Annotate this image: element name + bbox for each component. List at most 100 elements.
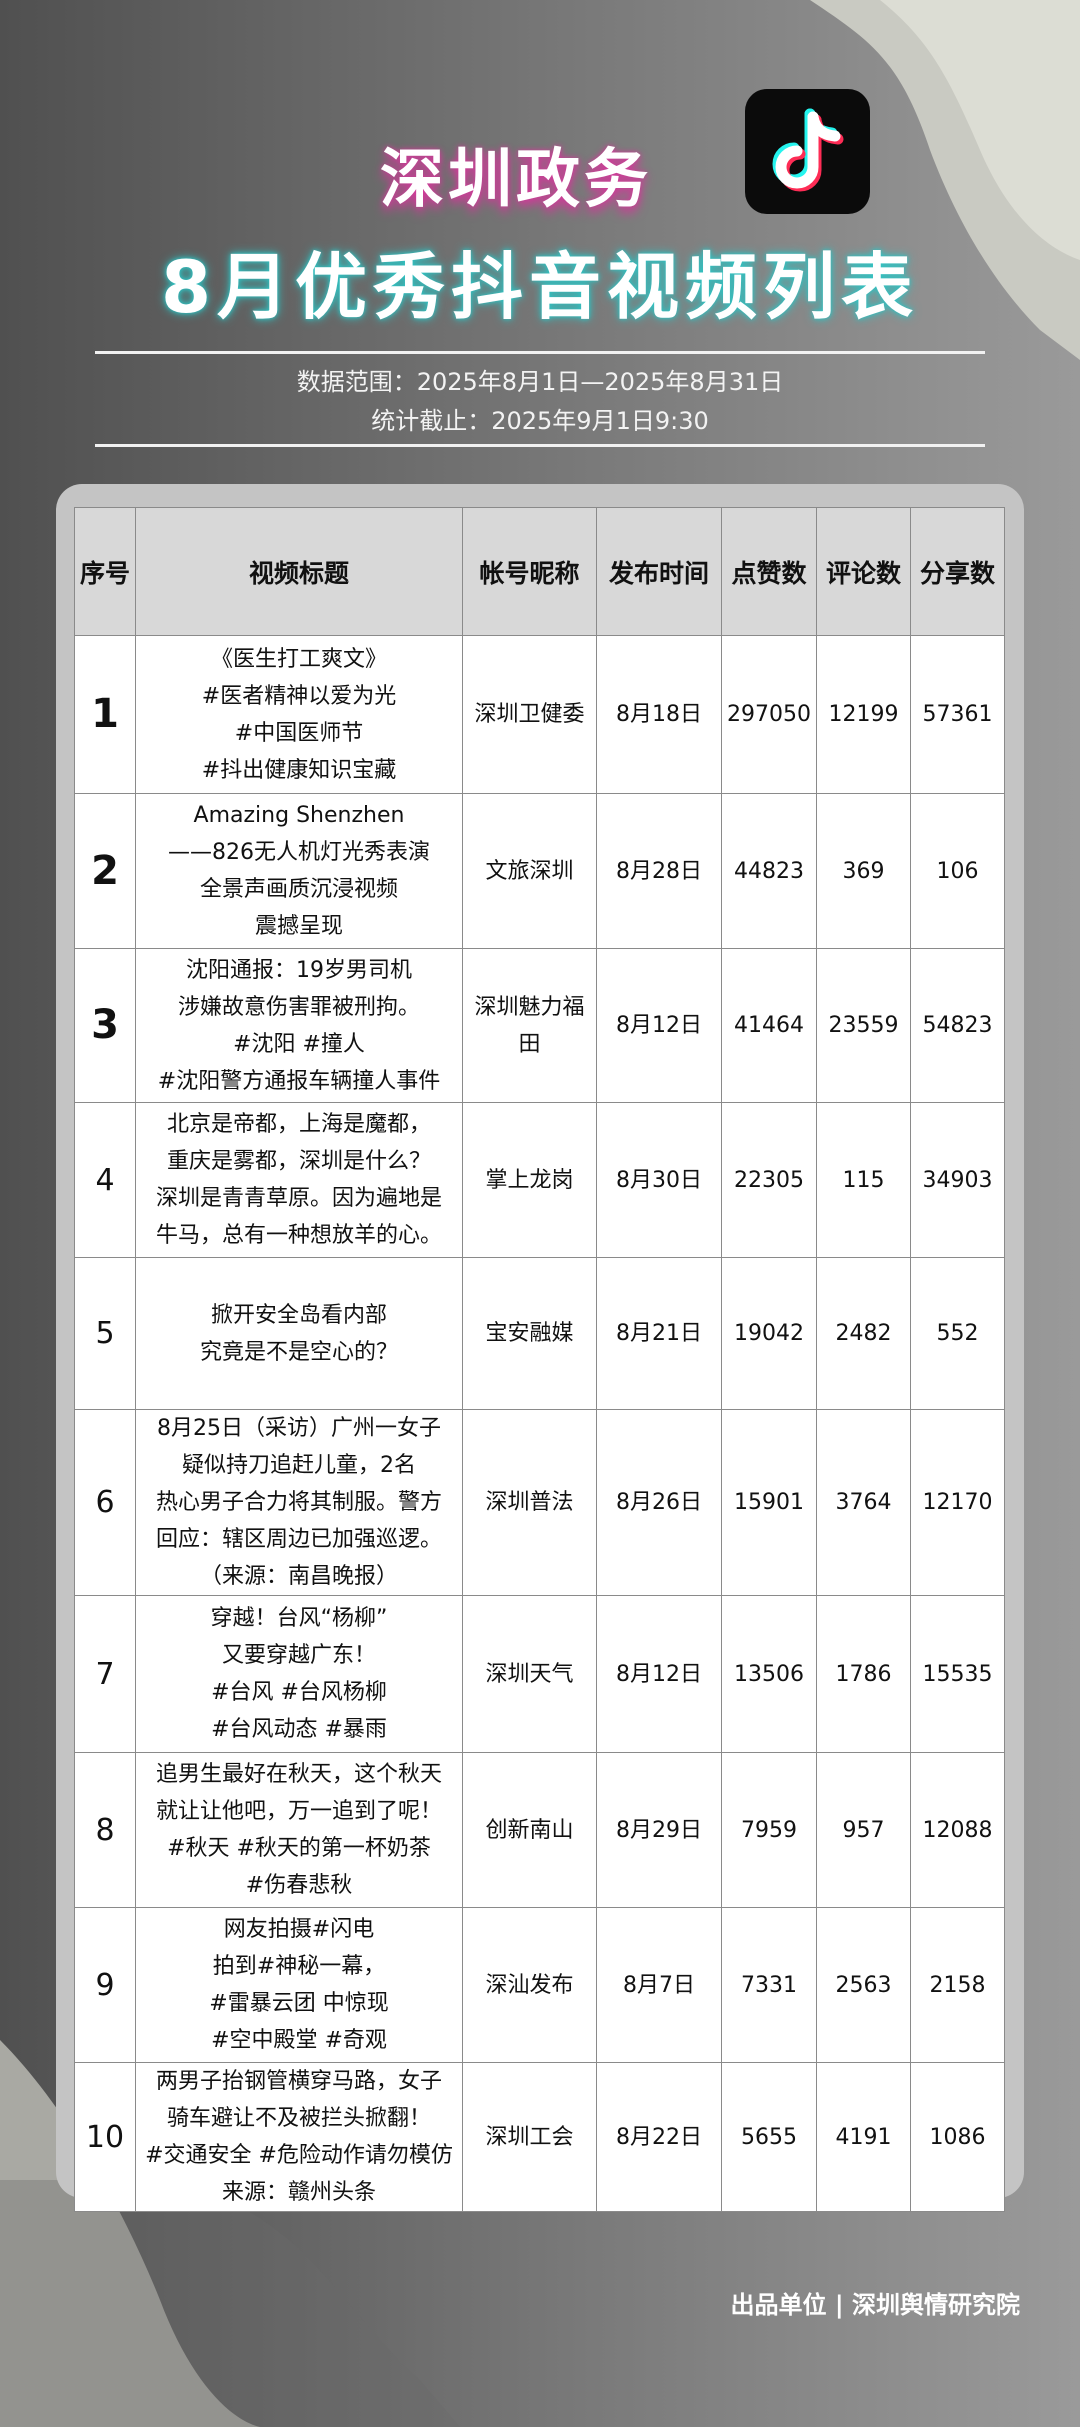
cell-likes: 7331: [721, 1907, 817, 2063]
table-row: 5 掀开安全岛看内部 究竟是不是空心的？ 宝安融媒 8月21日 19042 2482 552: [74, 1257, 1005, 1410]
title-line: #抖出健康知识宝藏: [201, 757, 397, 783]
cell-rank: 8: [74, 1752, 136, 1908]
cell-likes: 13506: [721, 1595, 817, 1753]
cell-shares: 34903: [910, 1102, 1005, 1258]
cell-title: 8月25日（采访）广州一女子 疑似持刀追赶儿童，2名热心男子合力将其制服。警方 回应…: [135, 1409, 463, 1596]
cell-rank: 6: [74, 1409, 136, 1596]
video-table: 序号 视频标题 帐号昵称 发布时间 点赞数 评论数 分享数 1 《医生打工爽文》 #医者精神以爱…: [74, 507, 1005, 2212]
column-header-likes: 点赞数: [721, 507, 817, 636]
title-line: 回应：辖区周边已加强巡逻。: [155, 1527, 442, 1552]
cell-title: 北京是帝都，上海是魔都， 重庆是雾都，深圳是什么？ 深圳是青青草原。因为遍地是 牛马，…: [135, 1102, 463, 1258]
cell-likes: 297050: [721, 635, 817, 794]
cell-comments: 4191: [816, 2062, 911, 2212]
cell-comments: 2482: [816, 1257, 911, 1410]
table-row: 1 《医生打工爽文》 #医者精神以爱为光 #中国医师节 #抖出健康知识宝藏 深圳卫健委 8月…: [74, 635, 1005, 794]
cell-shares: 57361: [910, 635, 1005, 794]
cell-title: 两男子抬钢管横穿马路，女子 骑车避让不及被拦头掀翻！ #交通安全 #危险动作请勿模仿…: [135, 2062, 463, 2212]
title-line: #沈阳警方通报车辆撞人事件: [157, 1068, 441, 1094]
cell-likes: 41464: [721, 948, 817, 1103]
cell-likes: 7959: [721, 1752, 817, 1908]
column-header-rank: 序号: [74, 507, 136, 636]
cell-title: 沈阳通报：19岁男司机 涉嫌故意伤害罪被刑拘。 #沈阳 #撞人 #沈阳警方通报车辆撞人…: [135, 948, 463, 1103]
column-header-shares: 分享数: [910, 507, 1005, 636]
title-line: #台风 #台风杨柳: [211, 1680, 387, 1705]
table-row: 7 穿越！台风“杨柳” 又要穿越广东！ #台风 #台风杨柳 #台风动态 #暴雨 深圳天气 8…: [74, 1595, 1005, 1753]
cell-likes: 22305: [721, 1102, 817, 1258]
cell-date: 8月21日: [596, 1257, 722, 1410]
cell-comments: 2563: [816, 1907, 911, 2063]
cell-account: 深圳工会: [462, 2062, 597, 2212]
title-line: #医者精神以爱为光: [201, 683, 397, 709]
cell-date: 8月22日: [596, 2062, 722, 2212]
column-header-account: 帐号昵称: [462, 507, 597, 636]
title-line: 深圳是青青草原。因为遍地是: [155, 1186, 442, 1211]
cell-account: 深圳普法: [462, 1409, 597, 1596]
title-line: 重庆是雾都，深圳是什么？: [166, 1149, 431, 1174]
title-line: 沈阳通报：19岁男司机: [186, 957, 412, 983]
table-row: 10 两男子抬钢管横穿马路，女子 骑车避让不及被拦头掀翻！ #交通安全 #危险动作请勿…: [74, 2062, 1005, 2212]
cell-likes: 19042: [721, 1257, 817, 1410]
cell-comments: 3764: [816, 1409, 911, 1596]
title-line: 《医生打工爽文》: [210, 646, 387, 672]
cell-rank: 9: [74, 1907, 136, 2063]
title-line: #沈阳 #撞人: [233, 1031, 365, 1057]
title-line: 热心男子合力将其制服。警方: [155, 1490, 442, 1515]
title-line-1: 深圳政务: [380, 143, 652, 217]
cell-title: 掀开安全岛看内部 究竟是不是空心的？: [135, 1257, 463, 1410]
title-line: #中国医师节: [234, 720, 364, 746]
title-line: #伤春悲秋: [245, 1873, 353, 1898]
column-header-date: 发布时间: [596, 507, 722, 636]
title-line: 来源：赣州头条: [221, 2180, 376, 2205]
cell-shares: 12088: [910, 1752, 1005, 1908]
cell-rank: 7: [74, 1595, 136, 1753]
cell-comments: 115: [816, 1102, 911, 1258]
cell-date: 8月26日: [596, 1409, 722, 1596]
cell-date: 8月12日: [596, 948, 722, 1103]
cell-rank: 3: [74, 948, 136, 1103]
cell-comments: 1786: [816, 1595, 911, 1753]
cell-shares: 552: [910, 1257, 1005, 1410]
title-line: 穿越！台风“杨柳”: [210, 1606, 388, 1631]
cell-date: 8月28日: [596, 793, 722, 949]
footer-credit: 出品单位 | 深圳舆情研究院: [730, 2291, 1020, 2319]
cell-account: 文旅深圳: [462, 793, 597, 949]
table-row: 8 追男生最好在秋天，这个秋天 就让让他吧，万一追到了呢！ #秋天 #秋天的第一杯奶茶…: [74, 1752, 1005, 1908]
title-line: 究竟是不是空心的？: [199, 1339, 398, 1365]
title-line: ——826无人机灯光秀表演: [168, 840, 430, 865]
title-line: 疑似持刀追赶儿童，2名: [182, 1453, 416, 1478]
cell-rank: 2: [74, 793, 136, 949]
title-line: 拍到#神秘一幕，: [212, 1954, 386, 1979]
title-line: 追男生最好在秋天，这个秋天: [155, 1762, 442, 1787]
table-header-row: 序号 视频标题 帐号昵称 发布时间 点赞数 评论数 分享数: [74, 507, 1005, 636]
divider-bottom: [95, 444, 985, 447]
title-line: 掀开安全岛看内部: [210, 1302, 387, 1328]
data-range-text: 数据范围：2025年8月1日—2025年8月31日: [296, 368, 784, 396]
title-line: #雷暴云团 中惊现: [209, 1991, 389, 2016]
cell-comments: 369: [816, 793, 911, 949]
cell-rank: 1: [74, 635, 136, 794]
cell-shares: 15535: [910, 1595, 1005, 1753]
table-row: 4 北京是帝都，上海是魔都， 重庆是雾都，深圳是什么？ 深圳是青青草原。因为遍地是 牛马…: [74, 1102, 1005, 1258]
cell-date: 8月12日: [596, 1595, 722, 1753]
cell-rank: 5: [74, 1257, 136, 1410]
cutoff-text: 统计截止：2025年9月1日9:30: [371, 407, 709, 435]
title-line: 8月25日（采访）广州一女子: [157, 1416, 441, 1441]
cell-shares: 2158: [910, 1907, 1005, 2063]
cell-title: 追男生最好在秋天，这个秋天 就让让他吧，万一追到了呢！ #秋天 #秋天的第一杯奶茶 #…: [135, 1752, 463, 1908]
cell-shares: 1086: [910, 2062, 1005, 2212]
cell-comments: 957: [816, 1752, 911, 1908]
cell-comments: 23559: [816, 948, 911, 1103]
title-line: 就让让他吧，万一追到了呢！: [155, 1799, 442, 1824]
cell-shares: 12170: [910, 1409, 1005, 1596]
title-line: #秋天 #秋天的第一杯奶茶: [167, 1836, 431, 1861]
cell-title: Amazing Shenzhen ——826无人机灯光秀表演 全景声画质沉浸视频 震撼…: [135, 793, 463, 949]
cell-likes: 44823: [721, 793, 817, 949]
cell-account: 宝安融媒: [462, 1257, 597, 1410]
title-line: 又要穿越广东！: [221, 1643, 376, 1668]
title-line: 骑车避让不及被拦头掀翻！: [166, 2106, 431, 2131]
cell-shares: 106: [910, 793, 1005, 949]
table-row: 2 Amazing Shenzhen ——826无人机灯光秀表演 全景声画质沉浸视频震…: [74, 793, 1005, 949]
cell-account: 创新南山: [462, 1752, 597, 1908]
title-line: 北京是帝都，上海是魔都，: [166, 1112, 431, 1137]
cell-account: 深汕发布: [462, 1907, 597, 2063]
